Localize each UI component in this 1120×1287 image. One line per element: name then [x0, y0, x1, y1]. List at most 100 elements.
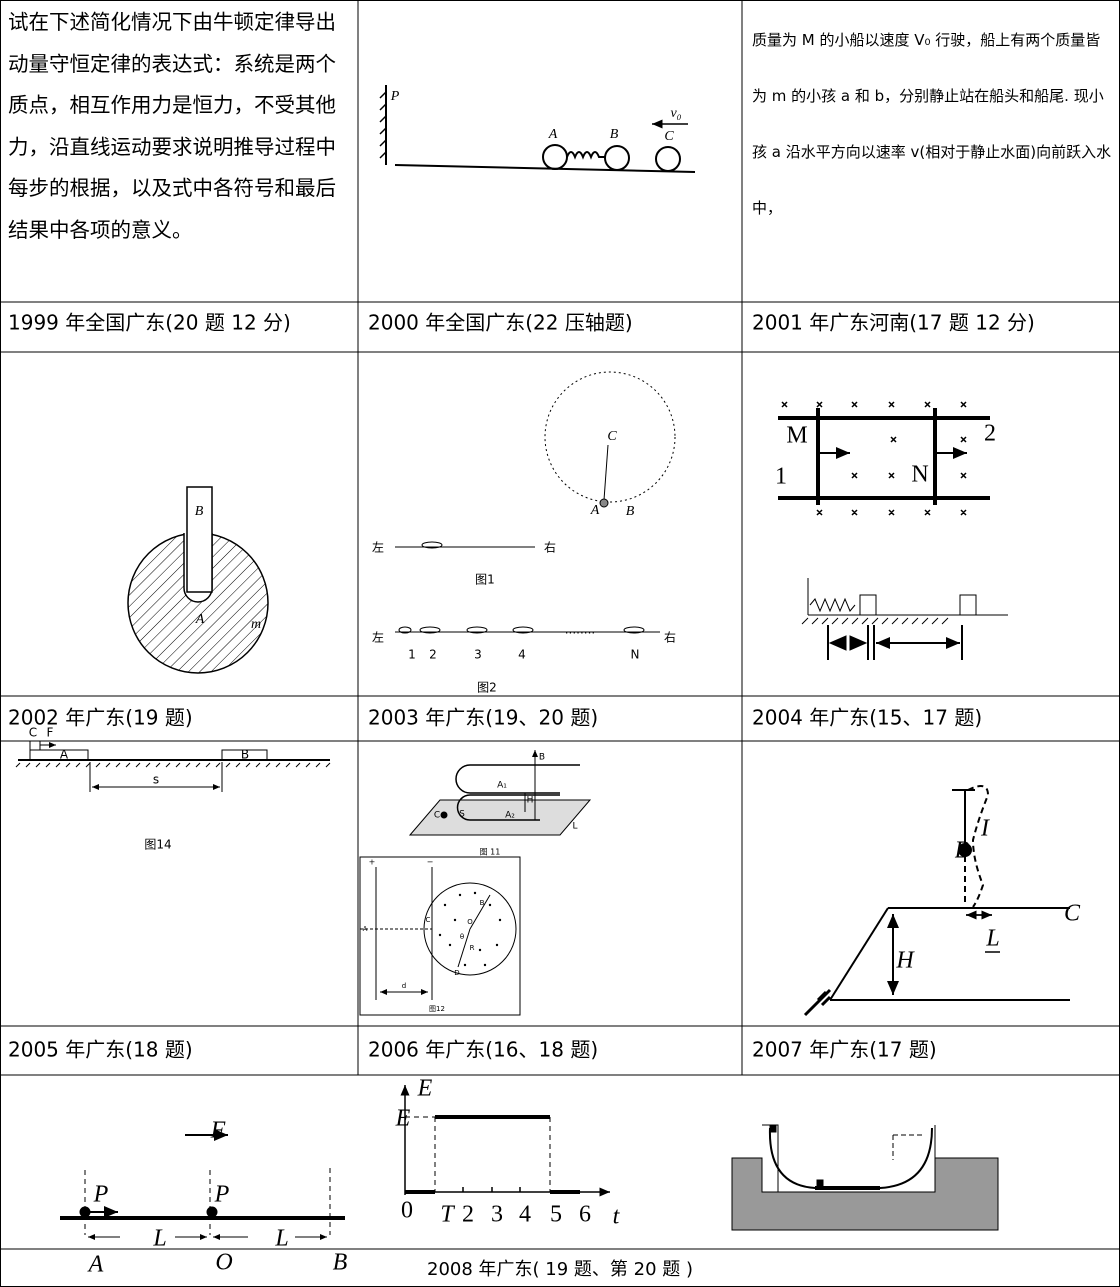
diagram-shape	[495, 943, 499, 947]
diagram-label: 左	[372, 630, 384, 645]
diagram-shape	[466, 626, 488, 634]
diagram-label: O	[215, 1250, 232, 1276]
diagram-label: C	[434, 811, 440, 821]
diagram-shape	[79, 1206, 91, 1218]
diagram-label: L	[572, 822, 577, 832]
diagram-label: 3	[491, 1202, 503, 1228]
diagram-label: B	[610, 127, 619, 142]
diagram-label: P	[390, 89, 400, 104]
diagram-label: 图12	[429, 1005, 445, 1013]
diagram-shape	[488, 903, 492, 907]
diagram-label: 图2	[477, 681, 497, 695]
caption: 2008 年广东( 19 题、第 20 题 )	[427, 1259, 693, 1280]
diagram-shape	[458, 893, 462, 897]
diagram-label: T	[440, 1202, 455, 1228]
diagram-shape	[463, 963, 467, 967]
diagram-label: θ	[460, 933, 464, 941]
diagram-shape	[421, 541, 443, 549]
diagram-shape	[395, 371, 676, 634]
diagram-shape	[400, 1085, 610, 1197]
diagram-shape	[443, 903, 447, 907]
diagram-shape	[398, 626, 412, 634]
diagram-label: F	[210, 1118, 226, 1144]
diagram-shape	[408, 799, 592, 836]
diagram-label: C	[664, 129, 674, 144]
diagram-label: E	[395, 1106, 411, 1132]
diagram-label: 图14	[144, 838, 171, 852]
diagram-label: L	[274, 1226, 288, 1252]
diagram-label: 3	[474, 648, 482, 662]
diagram-label: 0	[401, 1198, 413, 1224]
diagram-label: H	[895, 948, 915, 974]
diagram-shape	[512, 626, 534, 634]
diagram-label: N	[911, 462, 928, 488]
diagram-label: P	[93, 1182, 109, 1208]
diagram-label: R	[470, 944, 475, 952]
diagram-label: 图 11	[480, 848, 501, 857]
diagram-label: 2	[462, 1202, 474, 1228]
diagram-label: B	[955, 838, 970, 864]
diagram-shape	[29, 740, 41, 751]
diagram-label: v₀	[670, 106, 681, 121]
caption: 2007 年广东(17 题)	[752, 1038, 937, 1062]
diagram-shape	[778, 401, 1008, 660]
caption: 2004 年广东(15、17 题)	[752, 706, 982, 730]
diagram-shape	[829, 907, 889, 1001]
diagram-label: m	[251, 617, 261, 632]
diagram-shape	[828, 635, 868, 651]
diagram-label: B	[626, 504, 635, 519]
diagram-label: +	[369, 858, 376, 867]
problem-text: 试在下述简化情况下由牛顿定律导出动量守恒定律的表达式：系统是两个质点，相互作用力…	[8, 10, 336, 242]
diagram-label: 1	[408, 648, 416, 662]
diagram-label: A	[548, 127, 558, 142]
diagram-shape	[453, 918, 457, 922]
diagram-label: A	[590, 503, 600, 518]
diagram-label: 2	[429, 648, 437, 662]
diagram-shape	[394, 164, 696, 173]
diagram-label: 2	[984, 421, 996, 447]
diagram-shape	[423, 882, 517, 976]
diagram-label: C	[426, 916, 431, 924]
diagram-shape	[473, 891, 477, 895]
diagram-shape	[959, 594, 977, 616]
diagram-shape	[892, 1134, 922, 1160]
diagram-label: 6	[579, 1202, 591, 1228]
diagram-label: A₂	[505, 811, 515, 821]
diagram-label: s	[153, 773, 159, 787]
diagram-label: 右	[544, 540, 556, 555]
diagram-shape	[206, 1206, 218, 1218]
basin-drawing	[731, 1124, 999, 1231]
boat-text: 质量为 M 的小船以速度 V₀ 行驶，船上有两个质量皆为 m 的小孩 a 和 b…	[752, 31, 1112, 217]
diagram-shape	[60, 1129, 345, 1240]
diagram-label: t	[613, 1204, 621, 1230]
diagram-shape	[127, 486, 269, 674]
diagram-shape	[456, 794, 560, 821]
diagram-label: B	[539, 753, 545, 763]
caption: 2003 年广东(19、20 题)	[368, 706, 598, 730]
diagram-shape	[419, 626, 441, 634]
diagram-shape	[448, 943, 452, 947]
diagram-label: 1	[775, 464, 787, 490]
diagram-label: F	[47, 726, 54, 740]
diagram-shape	[359, 856, 521, 1016]
diagram-label: A₁	[497, 781, 507, 791]
diagram-label: −	[427, 858, 434, 867]
diagram-label: 右	[664, 630, 676, 645]
diagram-label: D	[454, 969, 459, 977]
diagram-label: S	[459, 810, 465, 820]
diagram-shape	[478, 948, 482, 952]
diagram-shape	[801, 617, 949, 625]
diagram-shape	[599, 498, 609, 508]
diagram-label: P	[214, 1182, 230, 1208]
diagram-label: ........	[565, 623, 596, 637]
caption: 2006 年广东(16、18 题)	[368, 1038, 598, 1062]
diagram-shape	[803, 988, 832, 1017]
diagram-shape	[967, 785, 990, 908]
diagram-label: 4	[519, 1202, 531, 1228]
diagram-shape	[544, 371, 676, 503]
diagram-label: L	[985, 926, 999, 952]
